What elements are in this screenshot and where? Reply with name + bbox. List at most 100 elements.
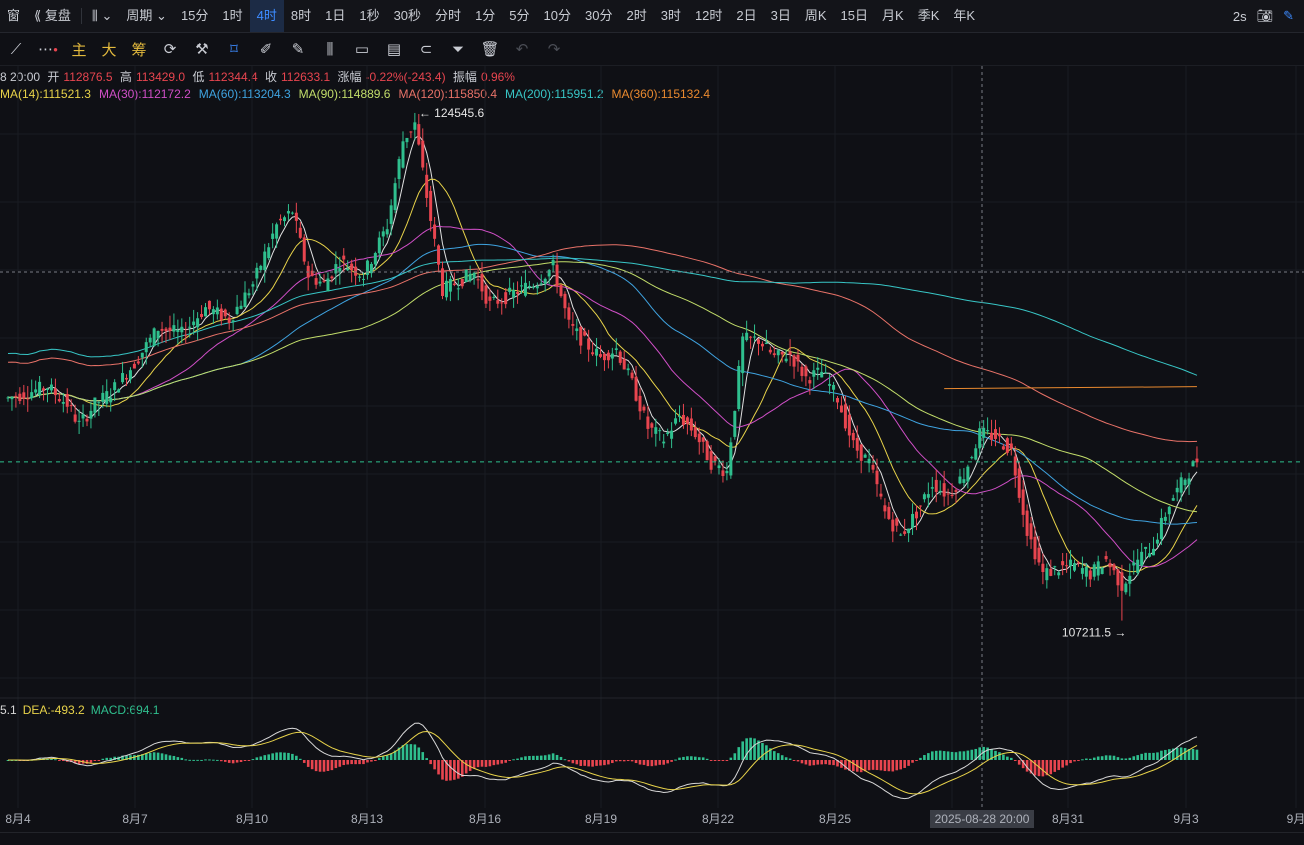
candle-body [334,264,338,274]
candle-body [646,416,650,429]
template-icon[interactable]: ▭ [354,41,370,58]
macd-bar [603,760,606,766]
macd-bar [579,760,583,766]
period-13[interactable]: 3时 [660,8,681,23]
candle-body [1045,568,1049,581]
camera-icon[interactable]: 📷︎ [1256,8,1274,23]
more-icon[interactable]: ⋯ ● [38,41,58,58]
candle-body [421,140,425,168]
period-21[interactable]: 年K [953,8,976,23]
tools-icon[interactable]: ⚒ [195,41,209,58]
candle-body [1159,517,1163,540]
ohlc-high-label: 高 [119,70,132,84]
period-18[interactable]: 15日 [840,8,869,23]
macd-bar [725,760,729,761]
filter-icon[interactable]: ⏷ [451,40,464,58]
edit-icon[interactable]: ✎ [1283,8,1294,23]
macd-bar [433,760,436,770]
macd-bar [994,750,997,760]
candle-type-button[interactable]: ⫼ ⌄ [85,0,120,32]
candle-body [362,278,365,280]
x-axis-label: 8月4 [5,812,31,826]
period-15[interactable]: 2日 [736,8,757,23]
period-3[interactable]: 8时 [290,8,312,23]
candle-body [192,321,196,326]
candle-body [117,389,121,393]
candle-body [1187,478,1191,485]
line-tool-icon[interactable]: ⟋ [10,40,22,58]
macd-bar [457,760,460,779]
candle-body [958,476,962,484]
candle-body [602,353,606,361]
period-0[interactable]: 15分 [180,8,209,23]
candle-body [46,388,49,390]
macd-bar [907,760,910,766]
indicator-icon[interactable]: ⫼ [326,40,334,58]
period-14[interactable]: 12时 [694,8,723,23]
candle-body [1171,498,1175,501]
period-10[interactable]: 10分 [543,8,571,23]
candle-body [53,388,57,396]
main-indicator-button[interactable]: 主 [71,41,87,59]
chip-distribution-button[interactable]: 筹 [131,41,147,59]
period-20[interactable]: 季K [917,8,940,23]
candle-body [49,384,53,391]
period-dropdown[interactable]: 周期 ⌄ [119,0,174,32]
period-8[interactable]: 1分 [475,8,496,23]
period-6[interactable]: 30秒 [393,8,422,23]
period-4[interactable]: 1日 [325,8,346,23]
undo-icon[interactable]: ↶ [515,41,529,58]
macd-bar [622,760,626,762]
magnet-icon[interactable]: ⊂ [419,41,433,58]
candle-body [871,464,875,470]
candle-body [1001,446,1005,450]
period-11[interactable]: 30分 [585,8,613,23]
redo-icon[interactable]: ↷ [547,41,561,58]
macd-bar [508,760,511,761]
macd-bar [879,760,883,771]
candle-body [504,292,508,305]
large-order-button[interactable]: 大 [101,41,117,59]
macd-bar [713,760,717,761]
bookmark-icon[interactable]: ⌑ [230,41,238,58]
period-16[interactable]: 3日 [770,8,791,23]
macd-bar [484,760,488,767]
sync-icon[interactable]: ⟳ [163,41,177,58]
macd-bar [283,752,286,760]
ruler-icon[interactable]: ✐ [259,41,273,58]
macd-bar [1164,749,1167,760]
candle-body [61,401,65,404]
macd-bar [152,752,156,760]
period-7[interactable]: 分时 [435,8,462,23]
brush-icon[interactable]: ✎ [291,41,305,58]
x-axis-label: 2025-08-28 20:00 [935,812,1030,826]
period-9[interactable]: 5分 [509,8,530,23]
macd-bar [978,747,981,760]
candle-body [196,318,200,328]
period-12[interactable]: 2时 [626,8,647,23]
period-19[interactable]: 月K [882,8,904,23]
ohlc-change-label: 涨幅 [337,70,362,84]
period-17[interactable]: 周K [804,8,827,23]
candle-body [215,307,219,315]
refresh-interval[interactable]: 2s [1232,8,1247,24]
macd-bar [599,760,602,766]
replay-button[interactable]: ⟪ 复盘 [27,0,78,32]
notes-icon[interactable]: ▤ [386,41,402,58]
trash-icon[interactable]: 🗑︎ [480,41,500,58]
window-button[interactable]: 窗 [7,8,21,23]
macd-bar [559,756,563,760]
period-2[interactable]: 4时 [249,0,284,32]
candle-body [251,284,255,287]
candle-body [962,479,966,483]
ohlc-high: 113429.0 [135,70,186,84]
ma-14-line [7,178,1198,573]
candle-body [381,231,385,237]
period-1[interactable]: 1时 [222,8,243,23]
candle-body [978,428,982,449]
macd-bar [1183,747,1187,760]
macd-bar [1140,753,1143,760]
period-5[interactable]: 1秒 [359,8,380,23]
macd-bar [567,760,571,762]
